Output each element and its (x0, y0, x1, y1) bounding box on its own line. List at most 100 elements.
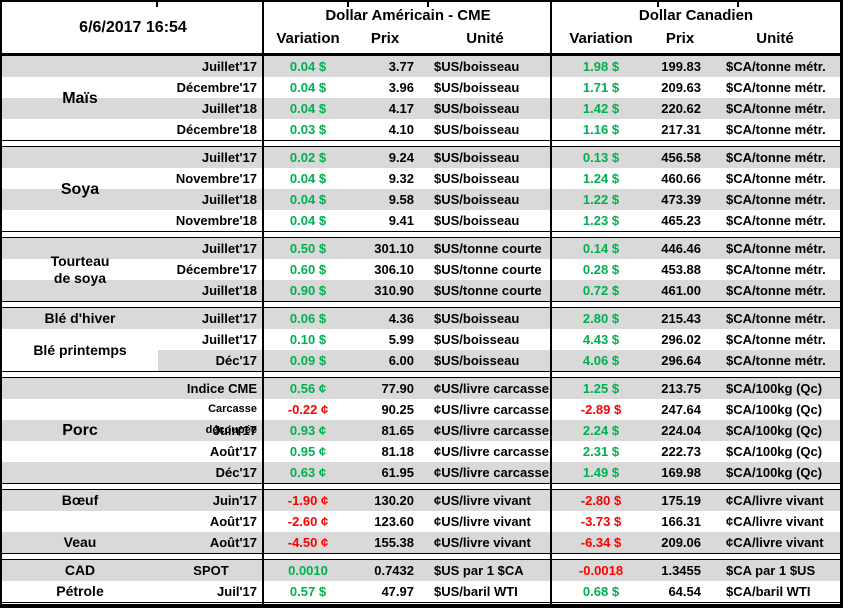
cell-us-unit: $US/boisseau (434, 311, 520, 326)
table-row: Novembre'18 0.04 $ 9.41 $US/boisseau 1.23 $ 4… (2, 210, 840, 231)
us-section-title: Dollar Américain - CME (325, 7, 491, 24)
divider-ca-section (550, 2, 552, 604)
cell-ca-unit: ¢CA/livre vivant (726, 535, 824, 550)
cell-ca-variation: 1.42 $ (582, 101, 620, 116)
table-row: Juillet'17 0.02 $ 9.24 $US/boisseau 0.13 $ 45… (2, 147, 840, 168)
cell-us-prix: 306.10 (374, 262, 414, 277)
ca-col-variation: Variation (569, 30, 633, 47)
column-tick (347, 2, 349, 7)
cell-us-variation: 0.03 $ (289, 122, 327, 137)
cell-us-prix: 155.38 (374, 535, 414, 550)
cell-commodity (2, 511, 158, 532)
cell-us-unit: ¢US/livre carcasse (434, 465, 549, 480)
cell-ca-unit: ¢CA/livre vivant (726, 514, 824, 529)
commodity-label: Blé printemps (33, 341, 127, 358)
commodity-label: Veau (63, 534, 97, 550)
cell-ca-unit: $CA/baril WTI (726, 584, 811, 599)
cell-ca-unit: $CA par 1 $US (726, 563, 816, 578)
cell-ca-unit: $CA/tonne métr. (726, 122, 826, 137)
cell-us-prix: 3.77 (388, 59, 414, 74)
cell-ca-prix: 456.58 (661, 150, 701, 165)
section-mais: Juillet'17 0.04 $ 3.77 $US/boisseau 1.98 $ 19… (2, 55, 840, 141)
cell-ca-unit: $CA/tonne métr. (726, 241, 826, 256)
cell-contract: Indice CME (186, 381, 257, 396)
cell-ca-variation: 1.25 $ (582, 381, 620, 396)
cell-us-prix: 4.17 (388, 101, 414, 116)
cell-ca-unit: $CA/tonne métr. (726, 213, 826, 228)
cell-us-prix: 5.99 (388, 332, 414, 347)
cell-us-variation: 0.04 $ (289, 59, 327, 74)
cell-us-variation: 0.10 $ (289, 332, 327, 347)
cell-us-unit: $US/baril WTI (434, 584, 518, 599)
cell-us-prix: 0.7432 (374, 563, 414, 578)
cell-ca-prix: 209.63 (661, 80, 701, 95)
table-row: Juillet'18 0.04 $ 4.17 $US/boisseau 1.42 $ 22… (2, 98, 840, 119)
cell-us-unit: $US/boisseau (434, 80, 520, 95)
commodity-label: CAD (64, 562, 96, 578)
cell-ca-variation: 1.16 $ (582, 122, 620, 137)
cell-contract: Décembre'18 (176, 122, 257, 137)
cell-ca-prix: 166.31 (661, 514, 701, 529)
cell-contract: Juillet'17 (201, 332, 257, 347)
cell-ca-prix: 461.00 (661, 283, 701, 298)
cell-ca-unit: $CA/tonne métr. (726, 80, 826, 95)
cell-ca-variation: 2.80 $ (582, 311, 620, 326)
cell-contract: Décembre'17 (176, 262, 257, 277)
cell-us-variation: 0.06 $ (289, 311, 327, 326)
cell-ca-prix: 222.73 (661, 444, 701, 459)
cell-us-prix: 47.97 (381, 584, 414, 599)
table-row: Juillet'17 0.50 $ 301.10 $US/tonne courte 0.… (2, 238, 840, 259)
cell-us-variation: 0.0010 (288, 563, 328, 578)
cell-ca-unit: $CA/tonne métr. (726, 171, 826, 186)
cell-ca-prix: 247.64 (661, 402, 701, 417)
cell-ca-prix: 224.04 (661, 423, 701, 438)
cell-us-prix: 6.00 (352, 350, 418, 371)
table-row: Décembre'17 0.04 $ 3.96 $US/boisseau 1.71 $ 2… (2, 77, 840, 98)
cell-us-variation: 0.04 $ (289, 101, 327, 116)
cell-ca-prix: 175.19 (661, 493, 701, 508)
column-tick (156, 2, 158, 7)
table-row: Carcasse découpée -0.22 ¢ 90.25 ¢US/livre c… (2, 399, 840, 436)
cell-contract: Carcasse découpée (205, 403, 257, 436)
commodity-label: Blé d'hiver (44, 310, 116, 326)
cell-us-unit: $US/boisseau (434, 59, 520, 74)
cell-contract: Juillet'18 (201, 101, 257, 116)
cell-ca-unit: $CA/tonne métr. (726, 150, 826, 165)
cell-us-prix: 81.18 (381, 444, 414, 459)
cell-us-prix: 4.10 (388, 122, 414, 137)
cell-us-unit: $US/tonne courte (434, 262, 542, 277)
cell-ca-variation: 2.24 $ (582, 423, 620, 438)
cell-us-unit: ¢US/livre vivant (434, 535, 531, 550)
cell-ca-prix: 209.06 (661, 535, 701, 550)
cell-us-unit: $US/boisseau (434, 101, 520, 116)
cell-contract: Déc'17 (215, 465, 257, 480)
cell-us-prix: 61.95 (381, 465, 414, 480)
cell-ca-unit: $CA/100kg (Qc) (726, 402, 823, 417)
cell-ca-variation: 1.98 $ (582, 59, 620, 74)
cell-us-prix: 9.32 (388, 171, 414, 186)
cell-us-unit: ¢US/livre carcasse (434, 423, 549, 438)
cell-ca-prix: 169.98 (661, 465, 701, 480)
section-cad-petrole: SPOT 0.0010 0.7432 $US par 1 $CA -0.0018 1.34… (2, 559, 840, 603)
cell-us-prix: 9.41 (388, 213, 414, 228)
cell-us-variation: 0.02 $ (289, 150, 327, 165)
cell-us-prix: 9.58 (388, 192, 414, 207)
cell-ca-prix: 199.83 (661, 59, 701, 74)
cell-us-unit: $US par 1 $CA (434, 563, 524, 578)
us-header-group: Dollar Américain - CME Variation Prix Un… (264, 2, 552, 53)
cell-ca-variation: -0.0018 (578, 563, 624, 578)
cell-contract: Novembre'17 (175, 171, 257, 186)
cell-contract: Juil'17 (217, 584, 257, 599)
us-col-unite: Unité (466, 30, 504, 47)
cell-ca-variation: 0.68 $ (582, 584, 620, 599)
cell-us-prix: 123.60 (374, 514, 414, 529)
cell-ca-unit: $CA/tonne métr. (726, 192, 826, 207)
column-tick (427, 2, 429, 7)
commodity-label: Bœuf (61, 492, 99, 508)
cell-contract: SPOT (193, 563, 229, 578)
cell-contract: Août'17 (209, 444, 257, 459)
cell-contract: Juillet'17 (201, 59, 257, 74)
cell-ca-prix: 213.75 (661, 381, 701, 396)
cell-us-variation: 0.95 ¢ (289, 444, 327, 459)
table-row: Juillet'18 0.04 $ 9.58 $US/boisseau 1.22 $ 47… (2, 189, 840, 210)
